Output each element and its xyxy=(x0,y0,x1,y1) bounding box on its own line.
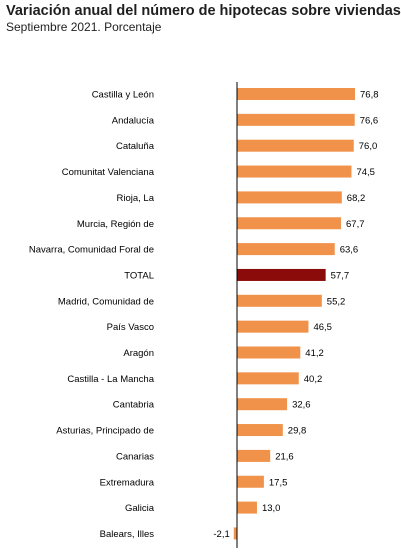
value-label-row-15: 17,5 xyxy=(269,477,288,488)
chart-title: Variación anual del número de hipotecas … xyxy=(6,3,401,19)
value-label-row-11: 40,2 xyxy=(304,374,323,385)
category-label-row-2: Cataluña xyxy=(116,141,155,152)
category-label-row-10: Aragón xyxy=(123,348,154,359)
value-label-row-0: 76,8 xyxy=(360,90,379,101)
category-label-row-4: Rioja, La xyxy=(117,193,155,204)
bar-row-14 xyxy=(237,449,271,462)
category-label-row-3: Comunitat Valenciana xyxy=(62,167,155,178)
category-label-row-0: Castilla y León xyxy=(92,90,154,101)
bar-row-0 xyxy=(237,88,355,100)
bar-row-9 xyxy=(237,320,309,333)
value-label-row-5: 67,7 xyxy=(346,219,365,230)
category-label-row-7: TOTAL xyxy=(124,270,154,281)
value-label-row-7: 57,7 xyxy=(331,270,350,281)
bar-row-12 xyxy=(237,398,288,411)
value-label-row-3: 74,5 xyxy=(356,167,375,178)
bar-row-1 xyxy=(237,113,355,126)
category-label-row-12: Cantabria xyxy=(113,400,155,411)
bar-row-17 xyxy=(233,527,237,540)
bar-row-8 xyxy=(237,294,322,307)
chart-subtitle: Septiembre 2021. Porcentaje xyxy=(6,20,162,34)
value-label-row-2: 76,0 xyxy=(359,141,378,152)
bar-row-5 xyxy=(237,217,342,230)
category-label-row-16: Galicia xyxy=(125,503,155,514)
value-label-row-10: 41,2 xyxy=(305,348,324,359)
category-label-row-8: Madrid, Comunidad de xyxy=(58,296,154,307)
bar-row-6 xyxy=(237,243,335,256)
value-label-row-13: 29,8 xyxy=(288,426,307,437)
value-label-row-4: 68,2 xyxy=(347,193,366,204)
category-label-row-9: País Vasco xyxy=(107,322,154,333)
bar-row-10 xyxy=(237,346,301,359)
bar-row-16 xyxy=(237,501,257,514)
value-label-row-9: 46,5 xyxy=(313,322,332,333)
category-label-row-5: Murcia, Región de xyxy=(77,219,154,230)
category-label-row-1: Andalucía xyxy=(112,115,155,126)
value-label-row-17: -2,1 xyxy=(213,529,229,540)
bar-row-3 xyxy=(237,165,352,178)
category-label-row-11: Castilla - La Mancha xyxy=(67,374,154,385)
category-label-row-15: Extremadura xyxy=(100,477,155,488)
category-label-row-6: Navarra, Comunidad Foral de xyxy=(29,245,154,256)
value-label-row-8: 55,2 xyxy=(327,296,346,307)
category-label-row-17: Balears, Illes xyxy=(100,529,155,540)
bar-row-7 xyxy=(237,268,326,281)
value-label-row-1: 76,6 xyxy=(360,115,379,126)
category-label-row-14: Canarias xyxy=(116,451,154,462)
value-label-row-12: 32,6 xyxy=(292,400,311,411)
bar-row-13 xyxy=(237,424,283,437)
value-label-row-16: 13,0 xyxy=(262,503,281,514)
value-label-row-6: 63,6 xyxy=(340,245,359,256)
bar-row-15 xyxy=(237,475,264,488)
category-label-row-13: Asturias, Principado de xyxy=(56,426,154,437)
bar-row-2 xyxy=(237,139,354,152)
value-label-row-14: 21,6 xyxy=(275,451,294,462)
bar-row-11 xyxy=(237,372,299,385)
bar-row-4 xyxy=(237,191,342,204)
